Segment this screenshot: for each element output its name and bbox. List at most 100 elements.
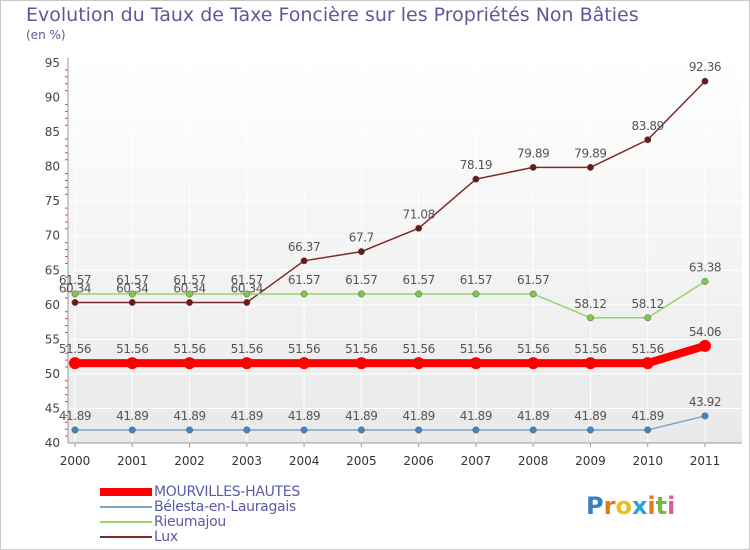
data-label: 51.56 xyxy=(517,342,549,356)
data-point xyxy=(644,136,652,144)
data-point xyxy=(128,290,136,298)
data-label: 58.12 xyxy=(632,297,664,311)
data-label: 41.89 xyxy=(632,409,664,423)
data-point xyxy=(300,426,308,434)
data-label: 54.06 xyxy=(689,325,721,339)
x-tick-label: 2010 xyxy=(632,454,663,468)
plot-area xyxy=(68,58,742,443)
data-point xyxy=(357,248,365,256)
data-point xyxy=(701,278,709,285)
chart-legend: MOURVILLES-HAUTES Bélesta-en-Lauragais R… xyxy=(100,483,300,545)
data-label: 51.56 xyxy=(574,342,606,356)
data-label: 43.92 xyxy=(689,395,721,409)
data-point xyxy=(472,426,480,434)
series-line xyxy=(75,80,706,304)
data-point xyxy=(243,290,251,298)
y-tick-label: 45 xyxy=(45,401,60,415)
data-label: 51.56 xyxy=(116,342,148,356)
data-label: 58.12 xyxy=(574,297,606,311)
data-point xyxy=(701,412,709,420)
data-point xyxy=(298,357,311,370)
data-label: 51.56 xyxy=(345,342,377,356)
logo-letter: i xyxy=(667,492,676,520)
data-point xyxy=(183,357,196,370)
data-label: 61.57 xyxy=(402,273,434,287)
x-tick-label: 2011 xyxy=(690,454,721,468)
data-label: 51.56 xyxy=(288,342,320,356)
data-label: 60.34 xyxy=(173,281,205,295)
data-point xyxy=(527,357,540,370)
data-label: 51.56 xyxy=(231,342,263,356)
legend-label-mourvilles-hautes: MOURVILLES-HAUTES xyxy=(154,483,300,500)
chart-title: Evolution du Taux de Taxe Foncière sur l… xyxy=(26,4,639,26)
legend-label-belesta-en-lauragais: Bélesta-en-Lauragais xyxy=(154,498,296,515)
data-label: 71.08 xyxy=(402,207,434,221)
data-label: 60.34 xyxy=(59,281,91,295)
y-tick-label: 85 xyxy=(45,125,60,139)
data-label: 79.89 xyxy=(574,146,606,160)
legend-swatch-belesta-en-lauragais xyxy=(100,505,152,508)
y-tick-label: 80 xyxy=(45,160,60,174)
data-point xyxy=(300,290,308,298)
data-label: 51.56 xyxy=(632,342,664,356)
legend-item-rieumajou: Rieumajou xyxy=(100,514,300,530)
series-line xyxy=(75,342,707,368)
data-label: 61.57 xyxy=(345,273,377,287)
data-label: 78.19 xyxy=(460,158,492,172)
data-label: 61.57 xyxy=(173,273,205,287)
proxiti-logo: Proxiti xyxy=(586,492,675,520)
y-tick-label: 65 xyxy=(45,263,60,277)
data-point xyxy=(701,77,709,85)
x-tick-label: 2007 xyxy=(461,454,492,468)
y-tick-label: 50 xyxy=(45,367,60,381)
y-tick-label: 75 xyxy=(45,194,60,208)
data-point xyxy=(71,426,79,434)
data-label: 51.56 xyxy=(460,342,492,356)
y-tick-label: 60 xyxy=(45,298,60,312)
data-point xyxy=(699,339,711,352)
x-tick-label: 2006 xyxy=(403,454,434,468)
data-point xyxy=(126,357,139,370)
series-line xyxy=(75,280,706,319)
data-point xyxy=(415,290,423,298)
data-label: 61.57 xyxy=(231,273,263,287)
data-point xyxy=(641,357,654,370)
y-tick-label: 70 xyxy=(45,229,60,243)
data-label: 63.38 xyxy=(689,260,721,274)
data-point xyxy=(357,426,365,434)
data-point xyxy=(186,299,193,306)
data-label: 61.57 xyxy=(460,273,492,287)
y-tick-label: 95 xyxy=(45,56,60,70)
data-label: 61.57 xyxy=(288,273,320,287)
data-point xyxy=(128,299,136,306)
x-tick-label: 2002 xyxy=(174,454,205,468)
data-point xyxy=(186,290,193,298)
logo-letter: P xyxy=(586,492,604,520)
data-label: 61.57 xyxy=(517,273,549,287)
data-point xyxy=(587,163,594,171)
data-point xyxy=(243,426,251,434)
data-label: 41.89 xyxy=(517,409,549,423)
chart-subtitle: (en %) xyxy=(26,28,66,42)
logo-letter: r xyxy=(603,492,616,520)
data-point xyxy=(300,257,308,265)
logo-letter: o xyxy=(615,492,632,520)
data-point xyxy=(644,314,652,322)
x-tick-label: 2008 xyxy=(518,454,549,468)
data-label: 51.56 xyxy=(402,342,434,356)
data-label: 79.89 xyxy=(517,146,549,160)
data-point xyxy=(644,426,652,434)
legend-label-lux: Lux xyxy=(154,528,178,545)
legend-item-lux: Lux xyxy=(100,528,300,545)
x-tick-label: 2001 xyxy=(117,454,148,468)
data-point xyxy=(469,357,482,370)
data-point xyxy=(71,299,79,306)
data-point xyxy=(587,314,594,322)
x-tick-label: 2005 xyxy=(346,454,377,468)
data-label: 66.37 xyxy=(288,240,320,254)
data-label: 41.89 xyxy=(574,409,606,423)
data-point xyxy=(69,357,81,370)
data-point xyxy=(587,426,594,434)
y-tick-label: 40 xyxy=(45,436,60,450)
